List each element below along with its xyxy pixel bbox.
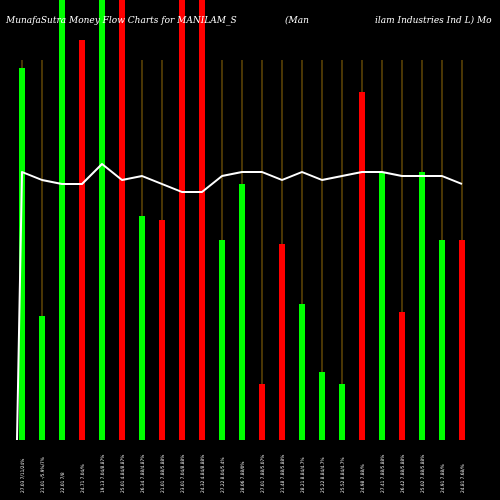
- bars: [19, 0, 465, 440]
- bar-down: [279, 244, 285, 440]
- x-tick-label: 21.01 7.88/5.88%: [160, 455, 166, 493]
- bar-up: [219, 240, 225, 440]
- x-tick-label: 27.22 8.04/5.4%: [220, 457, 226, 493]
- x-tick-label: 27.03 7/11/24%: [20, 459, 26, 493]
- bar-down: [259, 384, 265, 440]
- bar-up: [379, 172, 385, 440]
- x-tick-label: 28.21 8.84/4.7%: [300, 457, 306, 493]
- bar-up: [139, 216, 145, 440]
- bar-down: [179, 0, 185, 440]
- x-tick-label: 19.13 7.04/8.87%: [100, 455, 106, 493]
- bar-down: [79, 40, 85, 440]
- bar-up: [59, 0, 65, 440]
- bar-up: [319, 372, 325, 440]
- x-tick-label: 21.01 -/5.9%/7%: [40, 457, 46, 493]
- tick-labels: 27.03 7/11/24% 21.01 -/5.9%/7% 22.01 7/8 24…: [20, 455, 466, 493]
- x-tick-label: 28.06 7.88/0%: [240, 462, 246, 494]
- bar-up: [339, 384, 345, 440]
- bar-up: [439, 240, 445, 440]
- money-flow-line-layer: [16, 163, 463, 441]
- bar-up: [99, 0, 105, 440]
- money-flow-line: [16, 163, 463, 441]
- x-tick-label: 24.81 7.68/%: [460, 464, 466, 493]
- x-tick-label: 22.01 7/8: [60, 472, 66, 493]
- bar-down: [199, 0, 205, 440]
- x-tick-label: 26.42 7.88/5.88%: [400, 455, 406, 493]
- x-tick-label: 21.48 7.88/5.88%: [280, 455, 286, 493]
- bar-up: [419, 172, 425, 440]
- chart-title-center: (Man: [285, 15, 309, 26]
- bar-down: [159, 220, 165, 440]
- bar-up: [299, 304, 305, 440]
- x-tick-label: 23.01 7.04/8.88%: [180, 455, 186, 493]
- bar-up: [19, 68, 25, 440]
- x-tick-label: 25.01 4.84/8.87%: [120, 455, 126, 493]
- x-tick-label: 24.91 7.88/%: [440, 464, 446, 493]
- bar-down: [359, 92, 365, 440]
- x-tick-label: 27.41 7.88/5.88%: [380, 455, 386, 493]
- x-tick-label: 24.98 7.88/%: [360, 464, 366, 493]
- chart-title-right: ilam Industries Ind L) Mo: [375, 15, 492, 26]
- x-tick-label: 27.01 7.88/5.07%: [260, 455, 266, 493]
- x-tick-label: 25.52 8.84/4.7%: [340, 457, 346, 493]
- x-tick-label: 26.34 7.88/4.87%: [140, 455, 146, 493]
- bar-down: [399, 312, 405, 440]
- x-tick-label: 25.22 8.84/4.7%: [320, 457, 326, 493]
- bar-up: [239, 184, 245, 440]
- chart-title-left: MunafaSutra Money Flow Charts for MANILA…: [5, 16, 237, 26]
- x-tick-label: 24.71 7.04/%: [80, 464, 86, 493]
- x-tick-label: 25.02 7.88/5.88%: [420, 455, 426, 493]
- bar-down: [459, 240, 465, 440]
- bar-down: [119, 0, 125, 440]
- x-tick-label: 24.32 4.84/8.88%: [200, 455, 206, 493]
- bar-up: [39, 316, 45, 440]
